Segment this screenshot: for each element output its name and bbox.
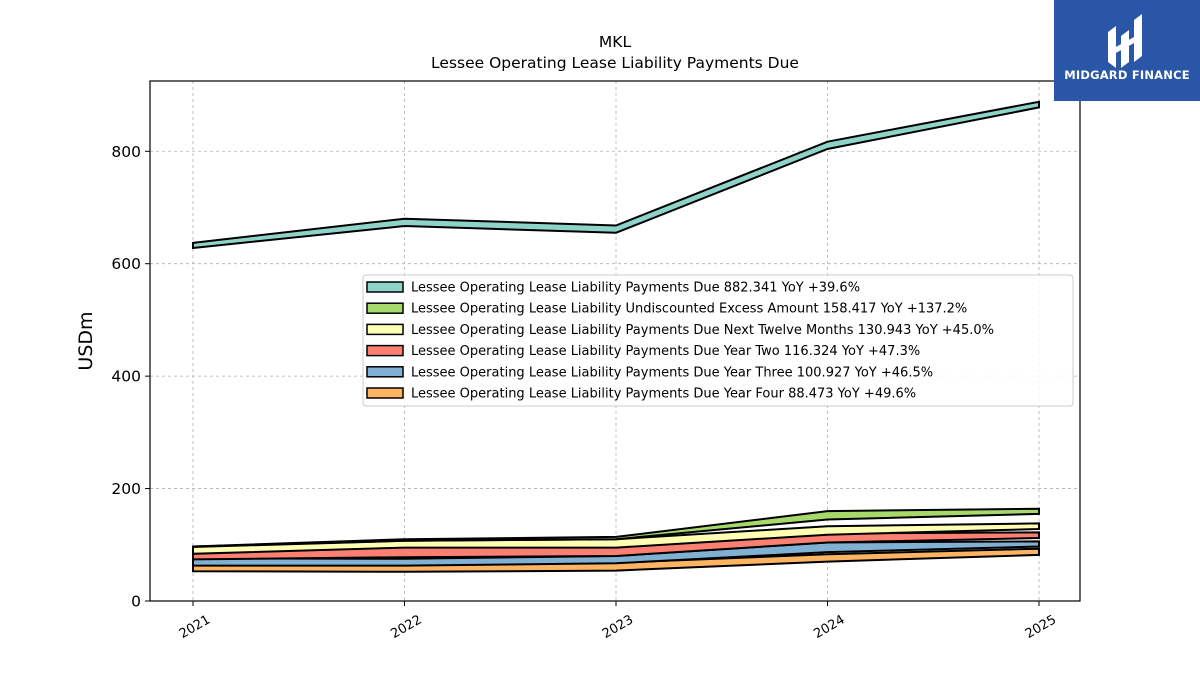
legend-swatch (366, 302, 404, 314)
y-tick-label: 200 (111, 480, 141, 498)
chart-title: MKL (599, 33, 632, 51)
series-band (192, 507, 1040, 549)
logo-text: MIDGARD FINANCE (1064, 68, 1190, 82)
x-tick-label: 2022 (388, 612, 424, 642)
legend-label: Lessee Operating Lease Liability Undisco… (411, 302, 967, 317)
legend-swatch (366, 323, 404, 336)
legend-box (362, 274, 1074, 407)
chart-subtitle: Lessee Operating Lease Liability Payment… (431, 54, 799, 72)
brand-logo: MIDGARD FINANCE (1054, 0, 1200, 101)
legend-swatch (366, 387, 404, 399)
legend-label: Lessee Operating Lease Liability Payment… (411, 365, 933, 380)
legend-swatch (366, 344, 404, 357)
legend-label: Lessee Operating Lease Liability Payment… (411, 387, 916, 402)
y-tick-label: 800 (111, 143, 141, 161)
legend-label: Lessee Operating Lease Liability Payment… (411, 323, 994, 338)
x-tick-label: 2021 (177, 612, 213, 642)
x-tick-label: 2025 (1023, 612, 1059, 642)
legend-label: Lessee Operating Lease Liability Payment… (411, 344, 920, 359)
series-band (192, 100, 1040, 250)
y-tick-label: 600 (111, 255, 141, 273)
y-tick-label: 0 (131, 593, 141, 611)
legend-swatch (366, 281, 404, 293)
y-axis-label: USDm (75, 311, 97, 370)
legend-swatch (366, 366, 404, 378)
x-tick-label: 2023 (600, 612, 636, 642)
plot-frame (149, 80, 1081, 602)
x-tick-label: 2024 (811, 612, 847, 642)
legend-label: Lessee Operating Lease Liability Payment… (411, 281, 860, 296)
y-tick-label: 400 (111, 368, 141, 386)
logo-mark-icon (1108, 14, 1142, 68)
